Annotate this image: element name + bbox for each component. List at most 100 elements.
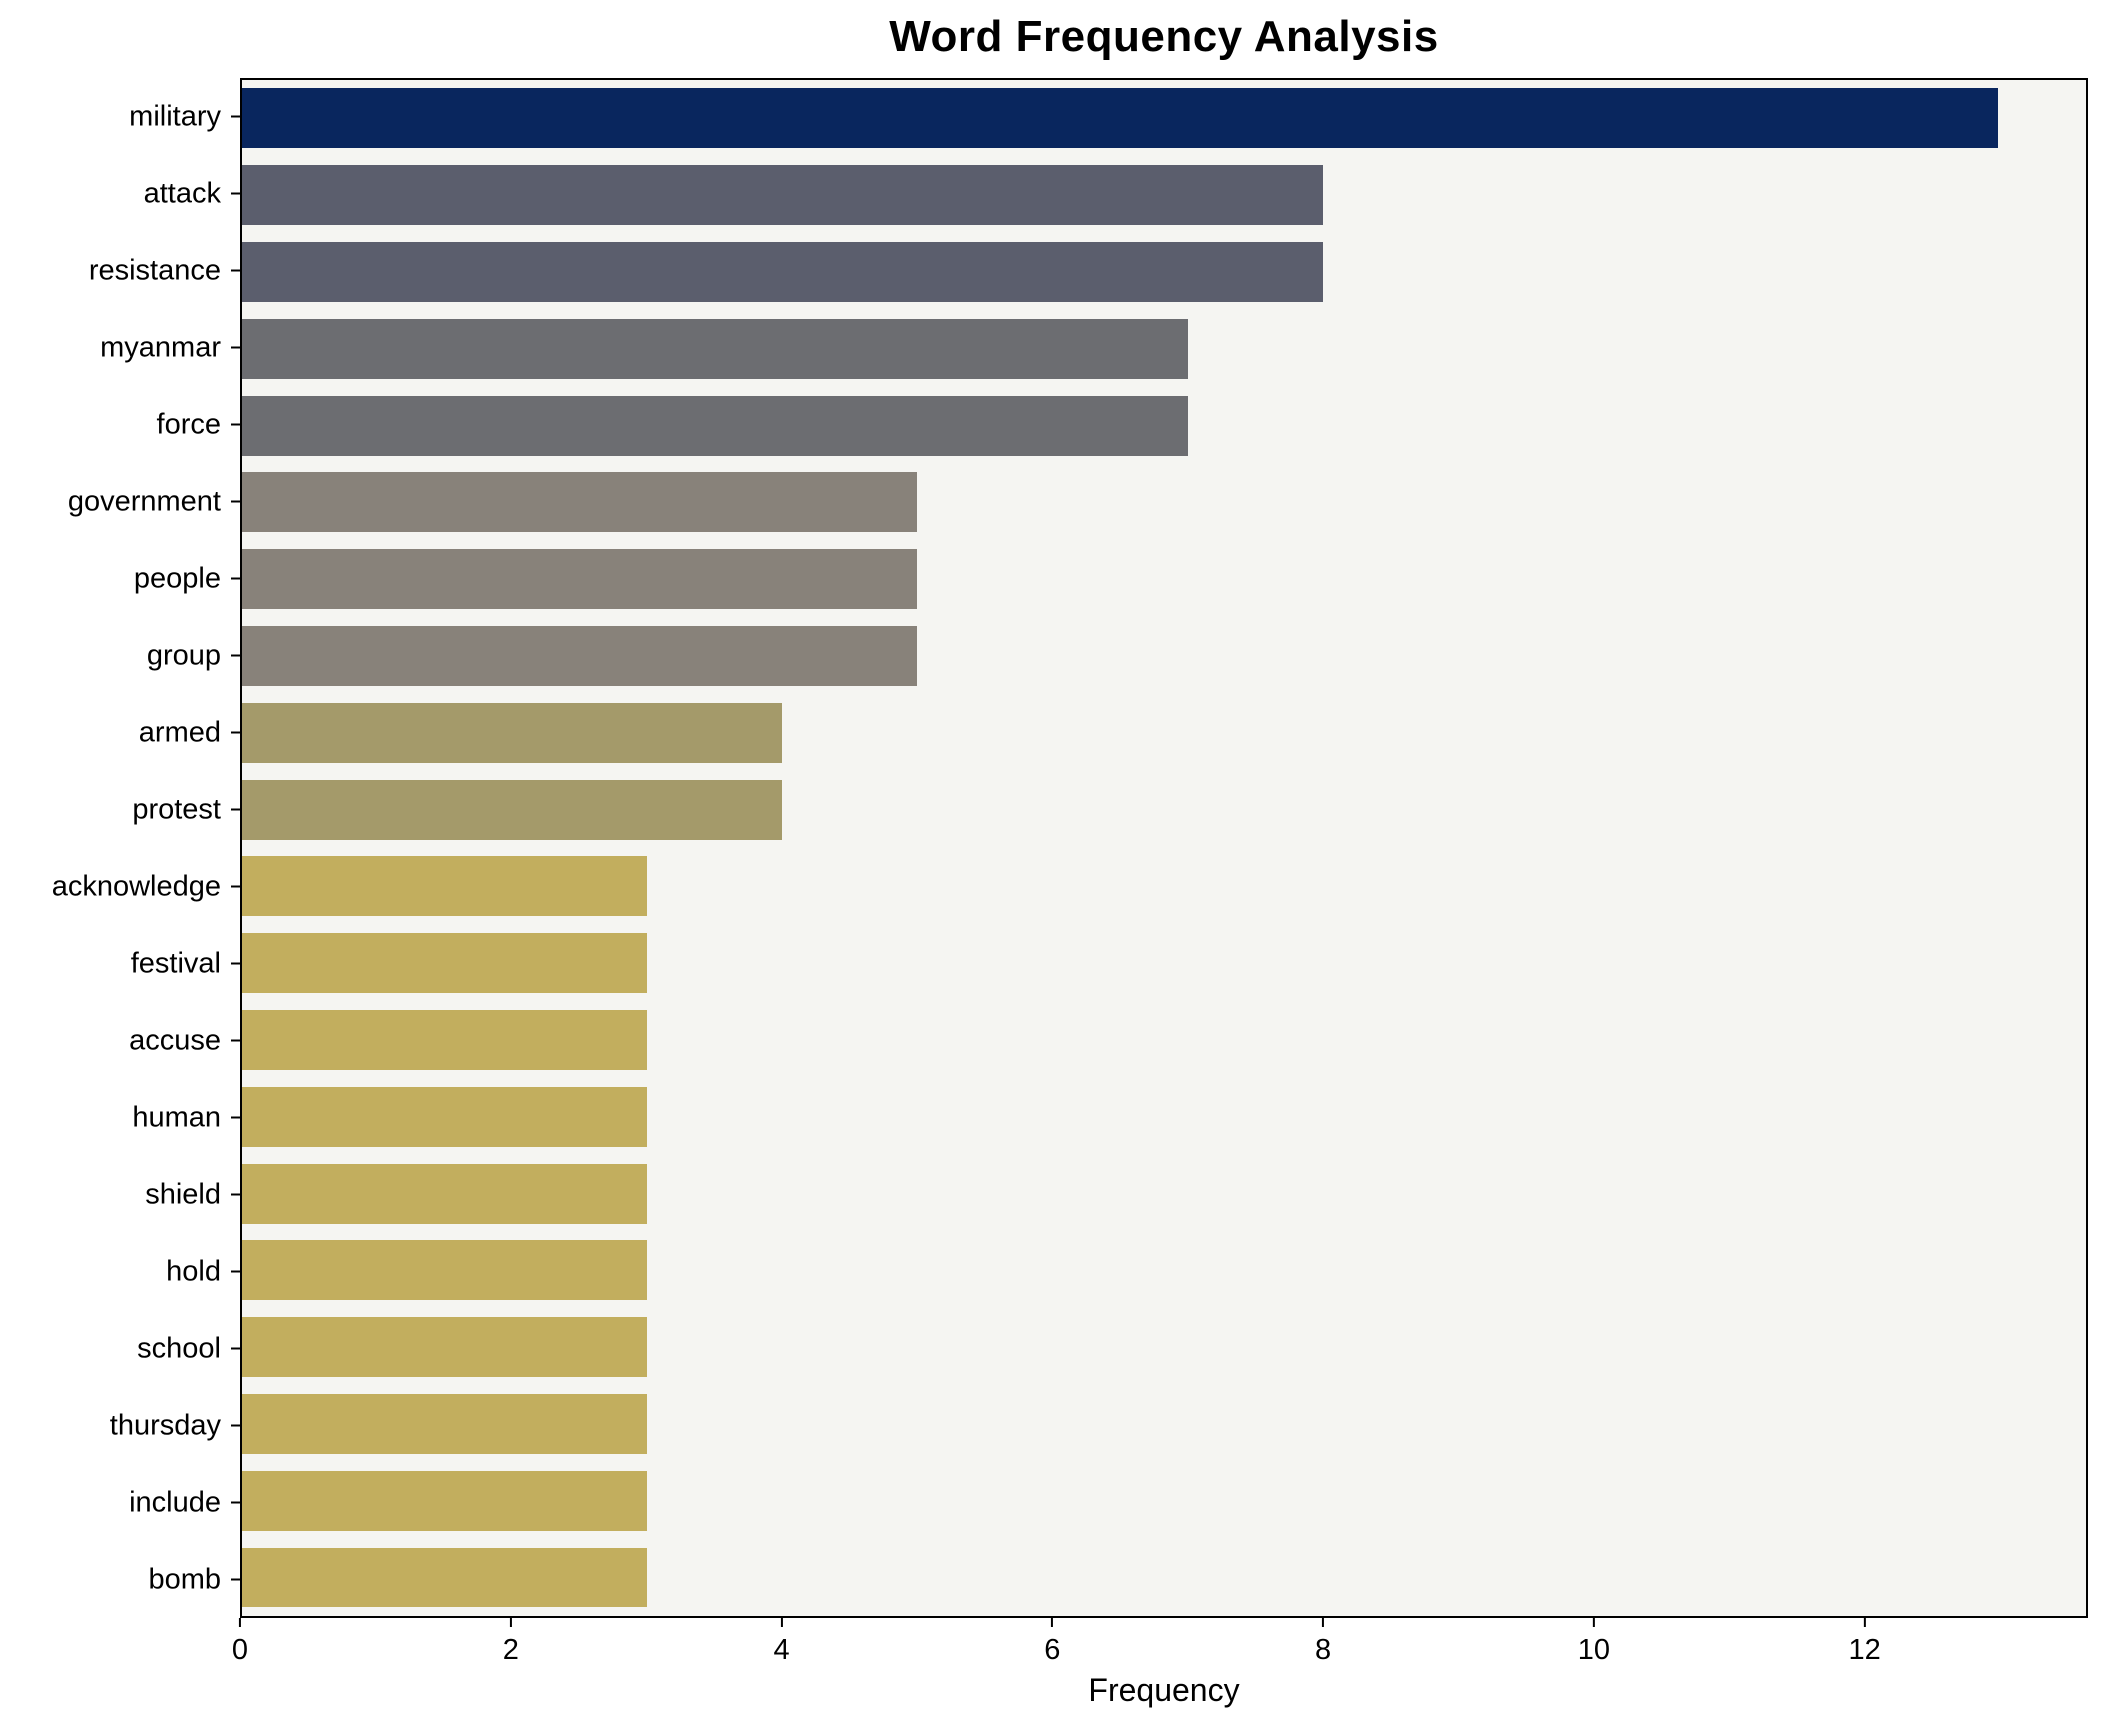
x-tick-mark (1592, 1618, 1595, 1627)
y-tick-label: shield (145, 1178, 221, 1210)
y-tick-mark (231, 1039, 240, 1042)
y-tick-label: festival (130, 947, 221, 979)
x-tick-mark (1051, 1618, 1054, 1627)
y-tick-thursday: thursday (110, 1409, 240, 1442)
bar-row-attack (242, 157, 2086, 234)
y-tick-hold: hold (166, 1255, 240, 1288)
bar-human (242, 1086, 648, 1147)
y-tick-label: military (129, 100, 221, 132)
bar-row-group (242, 618, 2086, 695)
y-tick-bomb: bomb (148, 1563, 240, 1596)
y-tick-mark (231, 1193, 240, 1196)
y-tick-include: include (129, 1486, 240, 1519)
y-tick-mark (231, 1347, 240, 1350)
y-tick-label: hold (166, 1255, 221, 1287)
bar-row-shield (242, 1155, 2086, 1232)
x-tick-10: 10 (1578, 1618, 1610, 1667)
x-tick-12: 12 (1848, 1618, 1881, 1667)
bar-row-armed (242, 694, 2086, 771)
x-axis: 0 2 4 6 8 10 12 (232, 1618, 2088, 1682)
y-tick-government: government (68, 485, 240, 518)
y-tick-mark (231, 1270, 240, 1273)
y-tick-label: school (137, 1332, 221, 1364)
bar-school (242, 1317, 648, 1378)
bar-row-acknowledge (242, 848, 2086, 925)
y-tick-label: attack (143, 177, 221, 209)
x-tick-4: 4 (773, 1618, 790, 1667)
bar-row-myanmar (242, 310, 2086, 387)
y-tick-mark (231, 577, 240, 580)
bar-protest (242, 779, 783, 840)
y-tick-label: acknowledge (51, 870, 221, 902)
y-tick-label: armed (138, 716, 221, 748)
bar-row-force (242, 387, 2086, 464)
y-tick-people: people (134, 562, 240, 595)
y-tick-mark (231, 1501, 240, 1504)
y-tick-label: thursday (109, 1409, 221, 1441)
bar-people (242, 549, 918, 610)
x-tick-mark (509, 1618, 512, 1627)
bar-row-school (242, 1309, 2086, 1386)
y-tick-label: protest (132, 793, 221, 825)
y-tick-mark (231, 423, 240, 426)
bar-attack (242, 165, 1323, 226)
bar-group (242, 626, 918, 686)
bar-row-hold (242, 1232, 2086, 1309)
x-tick-8: 8 (1315, 1618, 1331, 1667)
bar-row-human (242, 1078, 2086, 1155)
y-tick-label: human (132, 1101, 221, 1133)
y-tick-acknowledge: acknowledge (52, 870, 240, 903)
y-tick-military: military (129, 100, 240, 133)
y-tick-mark (231, 808, 240, 811)
y-tick-myanmar: myanmar (100, 331, 240, 364)
y-tick-accuse: accuse (129, 1024, 240, 1057)
x-tick-mark (780, 1618, 783, 1627)
x-tick-mark (1322, 1618, 1325, 1627)
y-tick-protest: protest (132, 793, 240, 826)
y-tick-mark (231, 731, 240, 734)
bar-shield (242, 1163, 648, 1224)
bar-hold (242, 1240, 648, 1301)
bar-force (242, 395, 1188, 456)
y-tick-mark (231, 192, 240, 195)
x-tick-2: 2 (503, 1618, 519, 1667)
bar-row-bomb (242, 1539, 2086, 1616)
x-tick-6: 6 (1044, 1618, 1060, 1667)
bar-resistance (242, 242, 1323, 302)
y-tick-label: force (156, 408, 221, 440)
y-tick-label: bomb (148, 1563, 221, 1595)
y-tick-label: government (67, 485, 221, 517)
bar-row-resistance (242, 234, 2086, 311)
bar-row-military (242, 80, 2086, 157)
x-tick-label: 4 (773, 1634, 790, 1666)
y-tick-label: myanmar (100, 331, 221, 363)
bar-acknowledge (242, 856, 648, 917)
bar-military (242, 88, 1999, 149)
y-tick-mark (231, 1424, 240, 1427)
y-tick-group: group (147, 639, 240, 672)
x-axis-title: Frequency (1088, 1672, 1240, 1708)
y-tick-label: people (133, 562, 221, 594)
bar-row-government (242, 464, 2086, 541)
y-tick-mark (231, 885, 240, 888)
y-tick-label: accuse (129, 1024, 221, 1056)
y-tick-label: group (146, 639, 221, 671)
x-tick-label: 0 (231, 1634, 249, 1666)
bar-row-include (242, 1462, 2086, 1539)
bar-row-accuse (242, 1002, 2086, 1079)
bar-government (242, 472, 918, 533)
y-tick-shield: shield (145, 1178, 240, 1211)
y-tick-armed: armed (139, 716, 240, 749)
bar-include (242, 1470, 648, 1531)
bar-armed (242, 702, 783, 763)
bar-festival (242, 933, 648, 994)
bar-thursday (242, 1394, 648, 1454)
chart-title: Word Frequency Analysis (889, 12, 1439, 61)
x-tick-label: 12 (1848, 1634, 1881, 1666)
y-tick-force: force (157, 408, 240, 441)
y-tick-resistance: resistance (89, 254, 240, 287)
bar-bomb (242, 1547, 648, 1608)
bar-myanmar (242, 318, 1188, 379)
y-tick-mark (231, 1578, 240, 1581)
